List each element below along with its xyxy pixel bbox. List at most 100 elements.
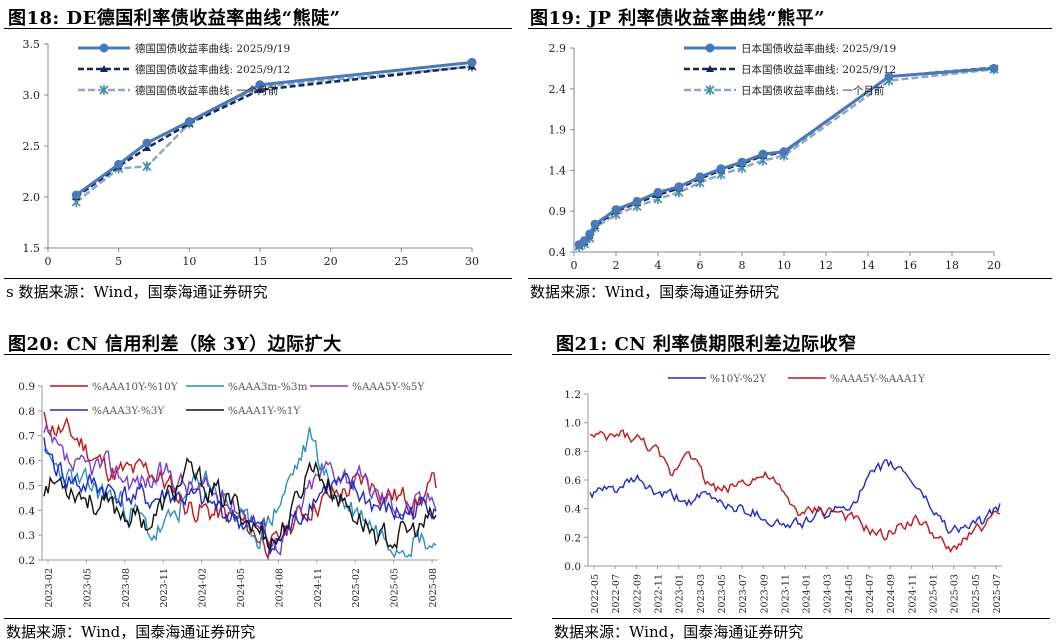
x-tick-label: 2022-07	[611, 574, 622, 613]
source-cn-credit: 数据来源：Wind，国泰海通证券研究	[6, 623, 256, 641]
data-point	[737, 157, 747, 167]
title-rule-de	[4, 28, 512, 29]
y-tick-label: 0.4	[549, 246, 567, 259]
y-tick-label: 0.2	[18, 555, 35, 567]
x-tick-label: 5	[115, 255, 122, 268]
y-tick-label: 0.4	[564, 504, 581, 516]
y-tick-label: 0.8	[18, 406, 35, 418]
x-tick-label: 16	[903, 259, 917, 272]
data-point	[585, 229, 595, 239]
y-tick-label: 0.9	[549, 205, 567, 218]
legend-entry: 日本国债收益率曲线: 一个月前	[684, 84, 884, 97]
x-tick-label: 2023-05	[82, 568, 93, 607]
x-tick-label: 10	[777, 259, 791, 272]
x-tick-label: 2023-09	[759, 574, 770, 613]
y-tick-label: 0.9	[18, 381, 35, 393]
series-line-%AAA5Y-%AAA1Y	[589, 429, 1001, 554]
x-tick-label: 20	[987, 259, 1001, 272]
x-tick-label: 2025-08	[428, 568, 439, 607]
legend-marker	[99, 85, 109, 95]
x-tick-label: 2023-01	[675, 574, 686, 613]
data-point	[256, 85, 264, 93]
chart-cn-term: 0.0 0.2 0.4 0.6 0.8 1.0 1.2 2022-05 2022-07 2022-…	[564, 373, 1003, 613]
x-tick-label: 2022-05	[590, 574, 601, 613]
y-tick-label: 0.6	[564, 475, 581, 487]
y-tick-label: 1.2	[564, 389, 581, 401]
y-tick-label: 1.5	[23, 242, 41, 255]
title-rule-jp	[528, 28, 1052, 29]
series-line-%AAA3Y-%3Y	[43, 437, 437, 556]
data-point	[184, 117, 194, 127]
data-point	[695, 172, 705, 182]
data-point	[653, 187, 663, 197]
y-tick-label: 3.5	[23, 38, 41, 51]
x-tick-label: 4	[655, 259, 662, 272]
x-tick-label: 2025-05	[971, 574, 982, 613]
x-tick-label: 10	[182, 255, 196, 268]
source-de: s 数据来源：Wind，国泰海通证券研究	[6, 283, 268, 301]
series-日本国债收益率曲线: 2025/9/19	[574, 63, 999, 250]
x-tick-label: 6	[697, 259, 704, 272]
x-tick-label: 0	[45, 255, 52, 268]
series-德国国债收益率曲线: 2025/9/19	[71, 57, 477, 200]
series-line-%AAA1Y-%1Y	[43, 456, 437, 552]
x-tick-label: 2023-07	[738, 574, 749, 613]
series-line-%10Y-%2Y	[589, 458, 1001, 535]
data-point	[590, 219, 600, 229]
data-point	[142, 144, 151, 152]
legend-entry: %AAA10Y-%10Y	[50, 381, 179, 393]
x-tick-label: 2024-08	[274, 568, 285, 607]
legend-label: %AAA10Y-%10Y	[92, 381, 179, 393]
x-tick-label: 2025-03	[950, 574, 961, 613]
x-tick-label: 2025-07	[992, 574, 1003, 613]
x-tick-label: 2024-02	[198, 568, 209, 607]
legend-marker	[706, 65, 714, 72]
source-jp: 数据来源：Wind，国泰海通证券研究	[530, 283, 780, 301]
title-rule-cn-term	[552, 354, 1050, 355]
legend-marker	[705, 85, 715, 95]
x-tick-label: 2023-11	[780, 574, 791, 613]
data-point	[142, 138, 152, 148]
y-tick-label: 1.9	[549, 124, 567, 137]
legend-label: 日本国债收益率曲线: 一个月前	[741, 84, 884, 97]
data-point	[758, 149, 768, 159]
x-tick-label: 2024-03	[823, 574, 834, 613]
x-tick-label: 30	[465, 255, 479, 268]
x-tick-label: 2022-11	[653, 574, 664, 613]
legend-marker	[100, 65, 108, 72]
x-tick-label: 2	[613, 259, 620, 272]
y-tick-label: 0.7	[18, 431, 35, 443]
x-tick-label: 20	[324, 255, 338, 268]
data-point	[467, 57, 477, 67]
x-tick-label: 2025-02	[351, 568, 362, 607]
y-tick-label: 1.0	[564, 418, 581, 430]
y-tick-label: 2.5	[23, 140, 41, 153]
legend-entry: %AAA5Y-%AAA1Y	[788, 373, 926, 385]
legend-entry: 德国国债收益率曲线: 2025/9/12	[78, 63, 290, 76]
legend-entry: 日本国债收益率曲线: 2025/9/12	[684, 63, 896, 76]
x-tick-label: 2024-11	[907, 574, 918, 613]
y-tick-label: 0.2	[564, 532, 581, 544]
y-tick-label: 2.0	[23, 191, 41, 204]
y-tick-label: 1.4	[549, 164, 567, 177]
chart-title-jp: 图19: JP 利率债收益率曲线“熊平”	[530, 8, 825, 29]
data-point	[114, 159, 124, 169]
x-tick-label: 2023-08	[121, 568, 132, 607]
data-point	[674, 182, 684, 192]
chart-jp: 0.4 0.9 1.4 1.9 2.4 2.9 0 2 4 6 8 10 12 14 16 18 20 日本国债收…	[549, 42, 1002, 272]
legend-label: %AAA3m-%3m	[228, 381, 308, 393]
legend-label: %AAA1Y-%1Y	[228, 405, 301, 417]
source-rule-jp	[528, 278, 1052, 279]
y-tick-label: 2.9	[549, 42, 567, 55]
chart-cn-credit: 0.2 0.3 0.4 0.5 0.6 0.7 0.8 0.9 2023-02 2023-05 20…	[18, 381, 439, 607]
x-tick-label: 2022-09	[632, 574, 643, 613]
source-rule-cn-term	[552, 618, 1050, 619]
data-point	[142, 161, 152, 172]
legend-label: 德国国债收益率曲线: 2025/9/19	[135, 42, 290, 55]
x-tick-label: 25	[394, 255, 408, 268]
data-point	[989, 63, 999, 73]
x-tick-label: 2024-09	[886, 574, 897, 613]
series-line	[75, 65, 473, 204]
x-tick-label: 2025-05	[390, 568, 401, 607]
y-tick-label: 0.6	[18, 456, 35, 468]
